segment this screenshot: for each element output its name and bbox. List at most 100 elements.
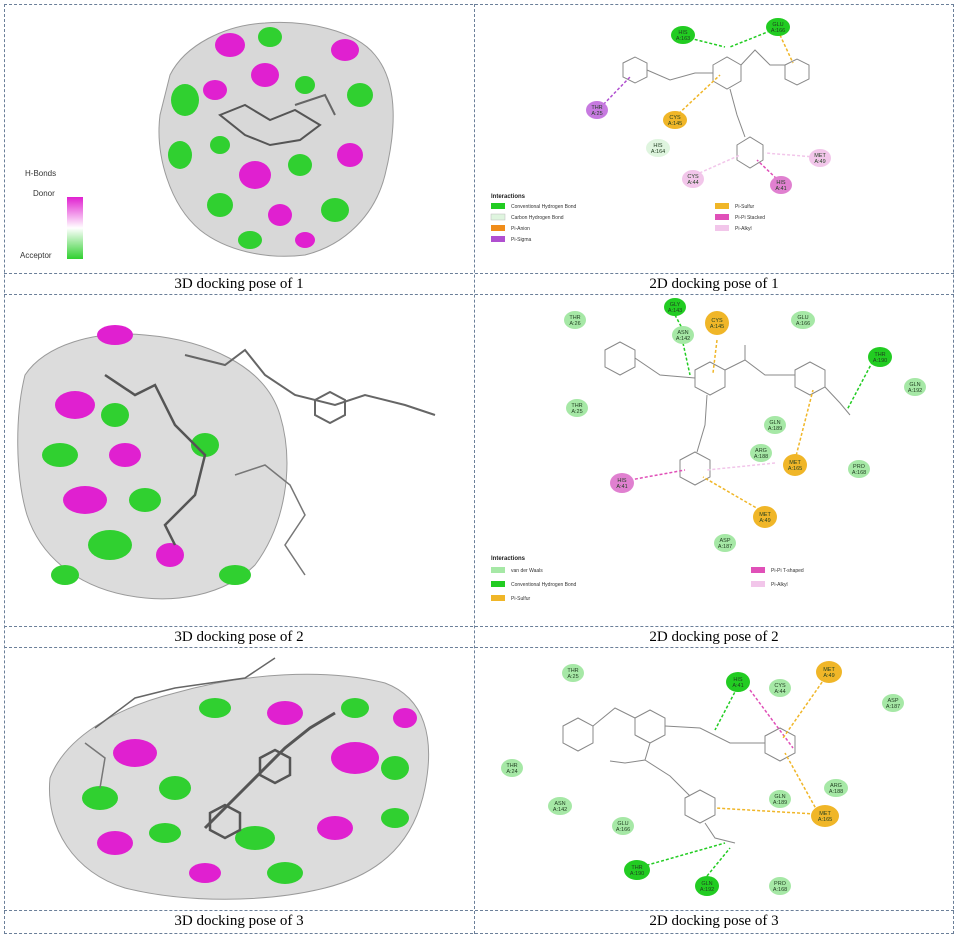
interactions-legend-1: Interactions Conventional Hydrogen Bond …	[490, 194, 765, 243]
svg-text:Conventional Hydrogen Bond: Conventional Hydrogen Bond	[511, 582, 577, 588]
svg-text:van der Waals: van der Waals	[511, 568, 543, 574]
svg-text:Pi-Sigma: Pi-Sigma	[511, 237, 532, 243]
svg-text:GLN: GLN	[701, 881, 712, 887]
panel-3d-pose-2	[17, 325, 436, 600]
panel-3d-pose-1: H-Bonds Donor Acceptor	[20, 22, 394, 260]
grid-divider-vertical	[474, 4, 475, 934]
svg-text:Conventional Hydrogen Bond: Conventional Hydrogen Bond	[511, 204, 577, 210]
svg-text:A:166: A:166	[771, 28, 785, 34]
svg-text:GLU: GLU	[772, 22, 783, 28]
svg-text:A:145: A:145	[710, 324, 724, 330]
svg-text:HIS: HIS	[617, 478, 627, 484]
svg-text:THR: THR	[571, 403, 582, 409]
svg-text:A:41: A:41	[732, 683, 743, 689]
hbond-legend-acceptor: Acceptor	[20, 251, 52, 260]
svg-text:MET: MET	[789, 460, 801, 466]
svg-text:GLN: GLN	[774, 794, 785, 800]
svg-text:MET: MET	[759, 512, 771, 518]
svg-text:MET: MET	[814, 153, 826, 159]
svg-text:A:165: A:165	[788, 466, 802, 472]
protein-surface-3	[48, 657, 430, 900]
ligand-skeleton-2	[604, 341, 851, 486]
svg-text:CYS: CYS	[669, 115, 681, 121]
svg-text:Carbon Hydrogen Bond: Carbon Hydrogen Bond	[511, 215, 564, 221]
svg-text:GLN: GLN	[769, 420, 780, 426]
svg-text:A:25: A:25	[591, 111, 602, 117]
svg-text:A:190: A:190	[873, 358, 887, 364]
svg-text:Pi-Pi Stacked: Pi-Pi Stacked	[735, 215, 765, 221]
svg-text:Pi-Sulfur: Pi-Sulfur	[511, 596, 531, 602]
svg-text:A:41: A:41	[616, 484, 627, 490]
svg-text:A:49: A:49	[814, 159, 825, 165]
grid-divider-row1-bottom	[4, 294, 954, 295]
hbond-legend-title: H-Bonds	[25, 169, 56, 178]
svg-text:Pi-Pi T-shaped: Pi-Pi T-shaped	[771, 568, 804, 574]
interactions-legend-title-1: Interactions	[491, 194, 526, 200]
caption-3d-pose-1: 3D docking pose of 1	[174, 276, 304, 292]
svg-text:CYS: CYS	[711, 318, 723, 324]
svg-text:CYS: CYS	[687, 174, 699, 180]
svg-text:PRO: PRO	[774, 881, 787, 887]
svg-text:A:49: A:49	[823, 673, 834, 679]
svg-text:A:187: A:187	[718, 544, 732, 550]
svg-text:A:166: A:166	[796, 321, 810, 327]
grid-divider-row1-top	[4, 273, 954, 274]
svg-text:PRO: PRO	[853, 464, 866, 470]
caption-3d-pose-2: 3D docking pose of 2	[174, 629, 304, 645]
interaction-lines-2	[629, 314, 876, 511]
grid-divider-row2-bottom	[4, 647, 954, 648]
svg-text:MET: MET	[823, 667, 835, 673]
interactions-legend-2: Interactions van der Waals Conventional …	[491, 556, 804, 602]
svg-text:A:165: A:165	[818, 817, 832, 823]
svg-text:Pi-Sulfur: Pi-Sulfur	[735, 204, 755, 210]
svg-text:A:192: A:192	[700, 887, 714, 893]
svg-text:A:143: A:143	[668, 308, 682, 314]
svg-text:Pi-Anion: Pi-Anion	[511, 226, 530, 232]
svg-text:A:168: A:168	[773, 887, 787, 893]
caption-2d-pose-1: 2D docking pose of 1	[649, 276, 779, 292]
svg-text:ASP: ASP	[887, 698, 898, 704]
svg-text:HIS: HIS	[733, 677, 743, 683]
protein-surface-1	[158, 22, 394, 257]
svg-text:Pi-Alkyl: Pi-Alkyl	[771, 582, 788, 588]
svg-text:A:44: A:44	[774, 689, 785, 695]
svg-text:THR: THR	[506, 763, 517, 769]
hbond-legend-donor: Donor	[33, 189, 55, 198]
svg-text:ASN: ASN	[554, 801, 565, 807]
protein-surface-2	[17, 325, 436, 600]
svg-text:A:142: A:142	[553, 807, 567, 813]
svg-text:GLU: GLU	[797, 315, 808, 321]
hbond-gradient-bar	[67, 197, 83, 259]
panel-3d-pose-3	[48, 657, 430, 900]
svg-text:A:164: A:164	[651, 149, 665, 155]
svg-text:A:166: A:166	[616, 827, 630, 833]
